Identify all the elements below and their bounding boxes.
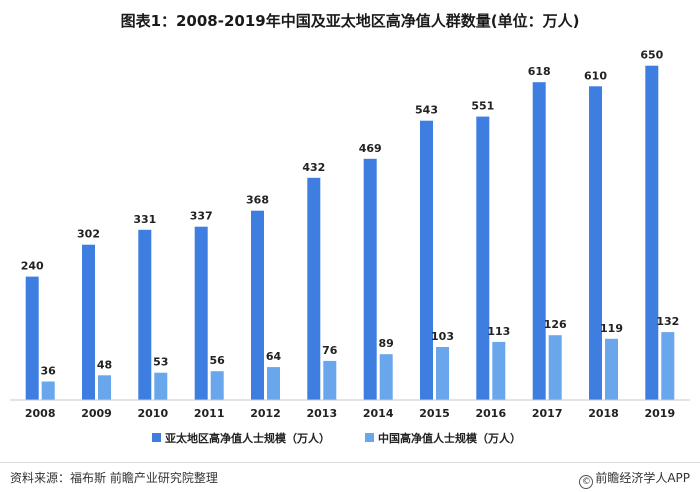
legend-label-series-1: 亚太地区高净值人士规模（万人） <box>165 431 330 445</box>
value-label-series-2-2009: 48 <box>97 358 112 371</box>
bar-series-2-2014 <box>379 354 393 400</box>
bar-series-2-2016 <box>492 341 506 400</box>
value-labels-layer: 240 36 302 48 331 53 337 56 368 64 432 76 469 89 543 10… <box>21 49 680 378</box>
bar-chart: 240 36 302 48 331 53 337 56 368 64 432 76 469 89 543 10… <box>10 49 690 445</box>
bar-series-1-2014 <box>363 158 377 400</box>
bar-series-1-2019 <box>645 65 659 400</box>
value-label-series-2-2015: 103 <box>431 330 454 343</box>
value-label-series-1-2015: 543 <box>415 104 438 117</box>
value-label-series-1-2017: 618 <box>528 65 551 78</box>
value-label-series-2-2008: 36 <box>41 365 57 378</box>
bars-layer <box>25 65 675 401</box>
value-label-series-1-2008: 240 <box>21 260 44 273</box>
footer: 资料来源：福布斯 前瞻产业研究院整理 © 前瞻经济学人APP <box>0 462 700 492</box>
brand-label: © 前瞻经济学人APP <box>579 469 690 489</box>
value-label-series-2-2014: 89 <box>379 337 394 350</box>
x-tick-label-2017: 2017 <box>532 407 563 420</box>
bar-series-1-2010 <box>138 229 152 400</box>
bar-series-2-2019 <box>661 332 675 400</box>
source-note: 资料来源：福布斯 前瞻产业研究院整理 <box>10 471 218 485</box>
value-label-series-1-2012: 368 <box>246 194 269 207</box>
x-tick-label-2012: 2012 <box>250 407 281 420</box>
brand-text: 前瞻经济学人APP <box>595 471 690 485</box>
value-label-series-1-2011: 337 <box>190 210 213 223</box>
bar-series-1-2009 <box>82 244 95 400</box>
bar-series-2-2017 <box>548 335 562 400</box>
bar-series-1-2016 <box>476 116 490 400</box>
x-tick-labels-layer: 2008 2009 2010 2011 2012 2013 2014 2015 2016 2017… <box>25 407 675 420</box>
legend: 亚太地区高净值人士规模（万人） 中国高净值人士规模（万人） <box>152 431 521 445</box>
bar-series-2-2018 <box>605 338 618 400</box>
x-tick-label-2019: 2019 <box>644 407 675 420</box>
bar-series-2-2009 <box>98 375 111 400</box>
value-label-series-2-2016: 113 <box>487 325 510 338</box>
bar-series-1-2011 <box>194 226 208 400</box>
value-label-series-1-2016: 551 <box>471 100 494 113</box>
value-label-series-1-2018: 610 <box>584 69 607 82</box>
legend-label-series-2: 中国高净值人士规模（万人） <box>378 431 521 445</box>
x-tick-label-2008: 2008 <box>25 407 56 420</box>
bar-series-1-2015 <box>420 120 433 400</box>
value-label-series-2-2011: 56 <box>210 354 226 367</box>
x-tick-label-2016: 2016 <box>475 407 506 420</box>
bar-series-1-2017 <box>532 82 546 400</box>
legend-swatch-series-1 <box>152 433 161 442</box>
bar-series-2-2012 <box>267 367 280 400</box>
value-label-series-1-2010: 331 <box>133 213 156 226</box>
x-tick-label-2013: 2013 <box>306 407 337 420</box>
x-tick-label-2015: 2015 <box>419 407 450 420</box>
value-label-series-2-2012: 64 <box>266 350 282 363</box>
value-label-series-1-2013: 432 <box>302 161 325 174</box>
x-tick-label-2014: 2014 <box>363 407 394 420</box>
value-label-series-1-2009: 302 <box>77 228 100 241</box>
bar-series-2-2008 <box>41 381 55 400</box>
x-tick-label-2011: 2011 <box>194 407 225 420</box>
copyright-icon: © <box>579 475 594 489</box>
legend-swatch-series-2 <box>365 433 374 442</box>
x-tick-label-2009: 2009 <box>81 407 112 420</box>
value-label-series-2-2010: 53 <box>153 356 168 369</box>
bar-series-1-2012 <box>251 210 264 400</box>
value-label-series-2-2018: 119 <box>600 322 623 335</box>
chart-title: 图表1：2008-2019年中国及亚太地区高净值人群数量(单位：万人) <box>120 12 580 30</box>
x-tick-label-2010: 2010 <box>137 407 168 420</box>
bar-series-2-2011 <box>210 371 224 400</box>
bar-series-2-2015 <box>436 347 449 400</box>
value-label-series-1-2019: 650 <box>640 49 663 62</box>
bar-series-2-2013 <box>323 360 337 400</box>
value-label-series-2-2019: 132 <box>656 315 679 328</box>
value-label-series-1-2014: 469 <box>359 142 382 155</box>
value-label-series-2-2017: 126 <box>544 318 567 331</box>
bar-series-1-2013 <box>307 177 321 400</box>
bar-series-2-2010 <box>154 372 168 400</box>
value-label-series-2-2013: 76 <box>322 344 338 357</box>
bar-series-1-2018 <box>589 86 602 401</box>
bar-series-1-2008 <box>25 276 39 400</box>
x-tick-label-2018: 2018 <box>588 407 619 420</box>
